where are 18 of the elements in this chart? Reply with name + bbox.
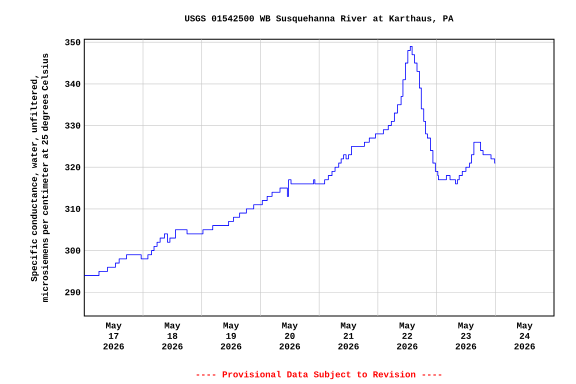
y-tick-label: 310 xyxy=(65,206,80,212)
x-tick-label: May 18 2026 xyxy=(162,322,183,350)
x-tick-label: May 24 2026 xyxy=(514,322,535,350)
y-axis-title: Specific conductance, water, unfiltered, microsiemens per centimeter at 25 degrees Celsius xyxy=(30,54,50,302)
y-tick-label: 330 xyxy=(65,122,80,129)
x-tick-label: May 22 2026 xyxy=(396,322,418,350)
x-tick-label: May 20 2026 xyxy=(280,322,300,350)
x-tick-label: May 17 2026 xyxy=(103,322,124,350)
chart-title: USGS 01542500 WB Susquehanna River at Karthaus, PA xyxy=(185,14,454,24)
x-tick-label: May 23 2026 xyxy=(456,322,476,350)
y-tick-label: 350 xyxy=(65,39,80,46)
x-tick-label: May 21 2026 xyxy=(338,322,359,350)
y-tick-label: 320 xyxy=(65,164,80,170)
x-tick-label: May 19 2026 xyxy=(220,322,242,350)
y-tick-label: 340 xyxy=(65,80,80,87)
y-tick-label: 300 xyxy=(65,248,80,254)
text: ---- Provisional Data Subject to Revision ---- xyxy=(196,370,442,380)
y-tick-label: 290 xyxy=(65,289,80,296)
